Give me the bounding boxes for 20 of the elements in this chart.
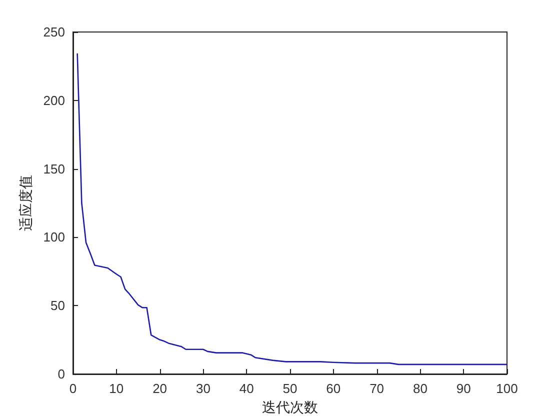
x-tick-label: 70 [370, 381, 384, 396]
x-tick-label: 90 [456, 381, 471, 396]
y-tick-label: 200 [43, 92, 65, 108]
x-tick-label: 80 [412, 381, 428, 396]
x-tick-label: 100 [496, 381, 518, 396]
line-series [76, 53, 508, 366]
y-tick-label: 150 [43, 161, 65, 176]
x-tick-label: 10 [109, 381, 124, 396]
x-tick-label: 30 [196, 381, 210, 396]
x-axis-title: 迭代次数 [262, 399, 318, 415]
y-axis-title: 适应度值 [17, 175, 34, 231]
x-tick-label: 40 [239, 381, 254, 396]
x-tick-label: 50 [282, 381, 298, 396]
y-tick-label: 100 [43, 230, 65, 245]
x-tick-label: 20 [152, 381, 168, 396]
x-tick-label: 60 [326, 381, 341, 396]
x-tick-label: 0 [69, 381, 77, 396]
y-tick-label: 50 [50, 298, 65, 314]
y-tick-label: 250 [43, 24, 65, 40]
y-tick-label: 0 [58, 366, 65, 382]
